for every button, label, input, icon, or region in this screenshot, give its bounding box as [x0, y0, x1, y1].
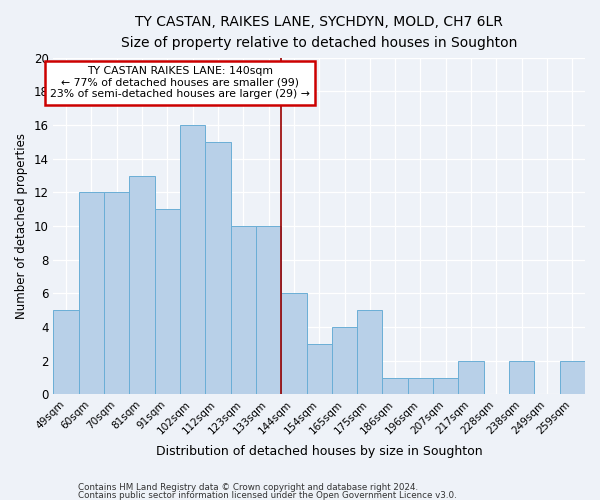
Text: Contains HM Land Registry data © Crown copyright and database right 2024.: Contains HM Land Registry data © Crown c…	[78, 484, 418, 492]
Bar	[130, 176, 155, 394]
Bar	[79, 192, 104, 394]
Text: TY CASTAN RAIKES LANE: 140sqm
← 77% of detached houses are smaller (99)
23% of s: TY CASTAN RAIKES LANE: 140sqm ← 77% of d…	[50, 66, 310, 100]
Bar	[307, 344, 332, 395]
Bar	[560, 361, 585, 394]
Title: TY CASTAN, RAIKES LANE, SYCHDYN, MOLD, CH7 6LR
Size of property relative to deta: TY CASTAN, RAIKES LANE, SYCHDYN, MOLD, C…	[121, 15, 517, 50]
Bar	[281, 294, 307, 394]
Bar	[458, 361, 484, 394]
X-axis label: Distribution of detached houses by size in Soughton: Distribution of detached houses by size …	[156, 444, 482, 458]
Bar	[332, 327, 357, 394]
Bar	[53, 310, 79, 394]
Bar	[230, 226, 256, 394]
Y-axis label: Number of detached properties: Number of detached properties	[15, 133, 28, 319]
Bar	[155, 209, 180, 394]
Bar	[382, 378, 408, 394]
Bar	[433, 378, 458, 394]
Bar	[256, 226, 281, 394]
Bar	[408, 378, 433, 394]
Text: Contains public sector information licensed under the Open Government Licence v3: Contains public sector information licen…	[78, 490, 457, 500]
Bar	[357, 310, 382, 394]
Bar	[205, 142, 230, 395]
Bar	[104, 192, 130, 394]
Bar	[509, 361, 535, 394]
Bar	[180, 125, 205, 394]
